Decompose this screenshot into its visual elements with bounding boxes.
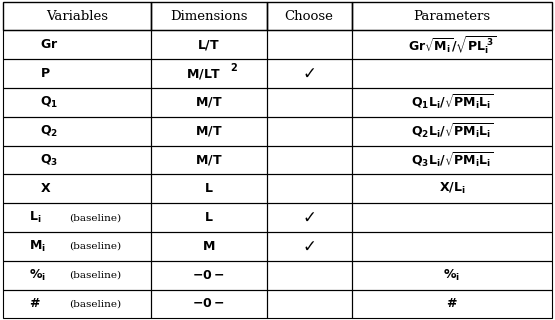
Bar xyxy=(3,174,151,203)
Text: $\mathbf{M/T}$: $\mathbf{M/T}$ xyxy=(195,124,223,138)
Bar xyxy=(3,59,151,88)
Text: $\mathbf{-0-}$: $\mathbf{-0-}$ xyxy=(193,298,225,310)
Bar xyxy=(352,261,552,290)
Text: $\mathbf{M_i}$: $\mathbf{M_i}$ xyxy=(29,239,47,254)
Bar xyxy=(151,203,266,232)
Text: $\mathbf{Q_1L_i/\sqrt{PM_iL_i}}$: $\mathbf{Q_1L_i/\sqrt{PM_iL_i}}$ xyxy=(411,93,493,112)
Bar xyxy=(151,30,266,59)
Bar xyxy=(151,174,266,203)
Text: $\mathbf{X}$: $\mathbf{X}$ xyxy=(40,182,51,195)
Text: $\mathbf{X/L_i}$: $\mathbf{X/L_i}$ xyxy=(438,181,465,196)
Text: $\mathbf{L}$: $\mathbf{L}$ xyxy=(204,182,214,195)
Text: $\mathbf{M/T}$: $\mathbf{M/T}$ xyxy=(195,95,223,109)
Bar xyxy=(266,2,352,30)
Text: $\mathbf{Q_3L_i/\sqrt{PM_iL_i}}$: $\mathbf{Q_3L_i/\sqrt{PM_iL_i}}$ xyxy=(411,150,493,170)
Bar xyxy=(352,174,552,203)
Text: ✓: ✓ xyxy=(302,65,316,83)
Bar xyxy=(3,290,151,318)
Text: $\mathbf{M/T}$: $\mathbf{M/T}$ xyxy=(195,153,223,167)
Text: (baseline): (baseline) xyxy=(69,242,121,251)
Bar xyxy=(3,30,151,59)
Text: $\mathbf{\%_i}$: $\mathbf{\%_i}$ xyxy=(443,268,461,283)
Text: Dimensions: Dimensions xyxy=(170,10,248,22)
Text: $\mathbf{M/LT}$: $\mathbf{M/LT}$ xyxy=(185,67,221,81)
Bar xyxy=(3,88,151,117)
Text: $\mathbf{Q_2L_i/\sqrt{PM_iL_i}}$: $\mathbf{Q_2L_i/\sqrt{PM_iL_i}}$ xyxy=(411,122,493,141)
Bar xyxy=(151,146,266,174)
Bar xyxy=(151,261,266,290)
Bar xyxy=(352,232,552,261)
Bar xyxy=(352,2,552,30)
Text: $\mathbf{-0-}$: $\mathbf{-0-}$ xyxy=(193,269,225,282)
Text: $\mathbf{\%_i}$: $\mathbf{\%_i}$ xyxy=(29,268,47,283)
Bar xyxy=(352,203,552,232)
Bar xyxy=(266,203,352,232)
Bar xyxy=(352,290,552,318)
Text: Parameters: Parameters xyxy=(413,10,491,22)
Text: $\mathbf{Q_2}$: $\mathbf{Q_2}$ xyxy=(40,124,58,139)
Bar xyxy=(151,88,266,117)
Bar xyxy=(352,146,552,174)
Bar xyxy=(266,232,352,261)
Bar xyxy=(3,232,151,261)
Text: $\mathbf{\#}$: $\mathbf{\#}$ xyxy=(29,298,41,310)
Bar xyxy=(352,30,552,59)
Text: (baseline): (baseline) xyxy=(69,213,121,222)
Bar xyxy=(352,59,552,88)
Bar xyxy=(266,88,352,117)
Bar xyxy=(151,117,266,146)
Text: $\mathbf{Q_1}$: $\mathbf{Q_1}$ xyxy=(40,95,58,110)
Bar xyxy=(266,59,352,88)
Text: $\mathbf{2}$: $\mathbf{2}$ xyxy=(230,61,238,73)
Text: ✓: ✓ xyxy=(302,209,316,227)
Text: $\mathbf{M}$: $\mathbf{M}$ xyxy=(202,240,215,253)
Bar xyxy=(151,2,266,30)
Text: (baseline): (baseline) xyxy=(69,300,121,308)
Bar xyxy=(3,261,151,290)
Bar xyxy=(266,146,352,174)
Text: Choose: Choose xyxy=(285,10,334,22)
Bar xyxy=(151,290,266,318)
Bar xyxy=(3,2,151,30)
Text: ✓: ✓ xyxy=(302,237,316,255)
Text: (baseline): (baseline) xyxy=(69,271,121,280)
Bar xyxy=(266,261,352,290)
Text: $\mathbf{L}$: $\mathbf{L}$ xyxy=(204,211,214,224)
Bar xyxy=(3,117,151,146)
Text: $\mathbf{Gr\sqrt{M_i}/\sqrt{PL_i^{\,3}}}$: $\mathbf{Gr\sqrt{M_i}/\sqrt{PL_i^{\,3}}}… xyxy=(408,34,496,56)
Text: Variables: Variables xyxy=(46,10,108,22)
Text: $\mathbf{\#}$: $\mathbf{\#}$ xyxy=(446,298,458,310)
Bar xyxy=(151,59,266,88)
Bar xyxy=(352,88,552,117)
Bar xyxy=(266,117,352,146)
Text: $\mathbf{L/T}$: $\mathbf{L/T}$ xyxy=(198,38,220,52)
Text: $\mathbf{Gr}$: $\mathbf{Gr}$ xyxy=(40,38,58,51)
Text: $\mathbf{P}$: $\mathbf{P}$ xyxy=(40,67,51,80)
Bar xyxy=(151,232,266,261)
Bar xyxy=(3,203,151,232)
Text: $\mathbf{L_i}$: $\mathbf{L_i}$ xyxy=(29,210,42,225)
Bar xyxy=(266,30,352,59)
Text: $\mathbf{Q_3}$: $\mathbf{Q_3}$ xyxy=(40,152,58,168)
Bar xyxy=(3,146,151,174)
Bar xyxy=(352,117,552,146)
Bar xyxy=(266,174,352,203)
Bar xyxy=(266,290,352,318)
